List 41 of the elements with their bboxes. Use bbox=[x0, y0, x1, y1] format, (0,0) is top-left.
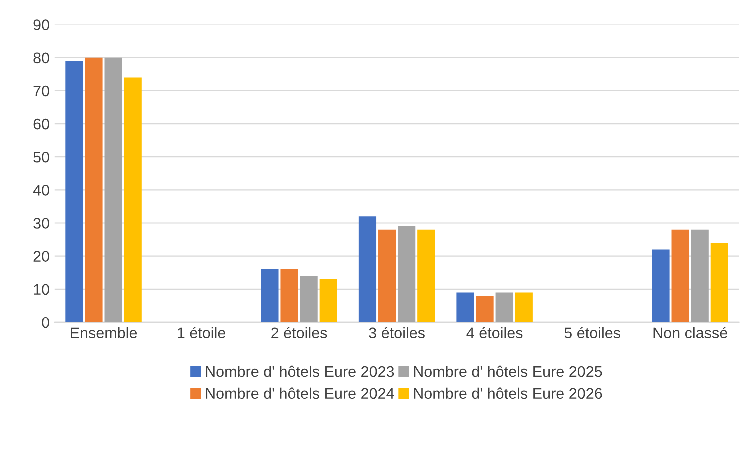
bar bbox=[378, 230, 396, 322]
bar bbox=[691, 230, 709, 322]
y-tick-label: 20 bbox=[34, 251, 50, 262]
y-tick-label: 50 bbox=[34, 152, 50, 163]
bar bbox=[456, 292, 474, 322]
bar bbox=[320, 279, 338, 322]
bar bbox=[672, 230, 690, 322]
bar bbox=[652, 250, 670, 322]
bar bbox=[280, 270, 298, 322]
x-tick-label: Non classé bbox=[654, 327, 728, 339]
y-tick-label: 0 bbox=[42, 317, 50, 328]
y-tick-label: 10 bbox=[34, 284, 50, 296]
x-tick-label: 4 étoiles bbox=[466, 327, 523, 339]
bar bbox=[300, 276, 318, 322]
y-tick-label: 90 bbox=[34, 20, 50, 30]
bar bbox=[358, 216, 377, 322]
x-tick-label: 3 étoiles bbox=[369, 327, 425, 339]
bar bbox=[261, 270, 279, 322]
x-tick-label: 1 étoile bbox=[178, 327, 226, 339]
bar bbox=[476, 296, 494, 322]
bar bbox=[710, 243, 728, 322]
bar bbox=[515, 292, 533, 322]
x-tick-label: Ensemble bbox=[71, 327, 138, 339]
x-tick-label: 2 étoiles bbox=[272, 327, 328, 339]
legend-label: Nombre d' hôtels Eure 2026 bbox=[414, 388, 602, 400]
legend-label: Nombre d' hôtels Eure 2023 bbox=[206, 366, 394, 378]
y-tick-label: 60 bbox=[34, 118, 50, 130]
y-tick-label: 80 bbox=[34, 52, 50, 64]
y-tick-label: 40 bbox=[33, 185, 50, 196]
bar bbox=[418, 230, 436, 322]
y-tick-label: 70 bbox=[34, 86, 50, 97]
bar bbox=[85, 58, 103, 322]
bar bbox=[398, 226, 416, 322]
x-tick-label: 5 étoiles bbox=[564, 327, 620, 339]
bar bbox=[496, 292, 514, 322]
bar bbox=[124, 78, 142, 322]
legend-label: Nombre d' hôtels Eure 2025 bbox=[414, 366, 602, 378]
bar bbox=[104, 58, 122, 322]
y-tick-label: 30 bbox=[34, 218, 50, 229]
legend-label: Nombre d' hôtels Eure 2024 bbox=[206, 388, 394, 400]
bar bbox=[66, 61, 84, 322]
